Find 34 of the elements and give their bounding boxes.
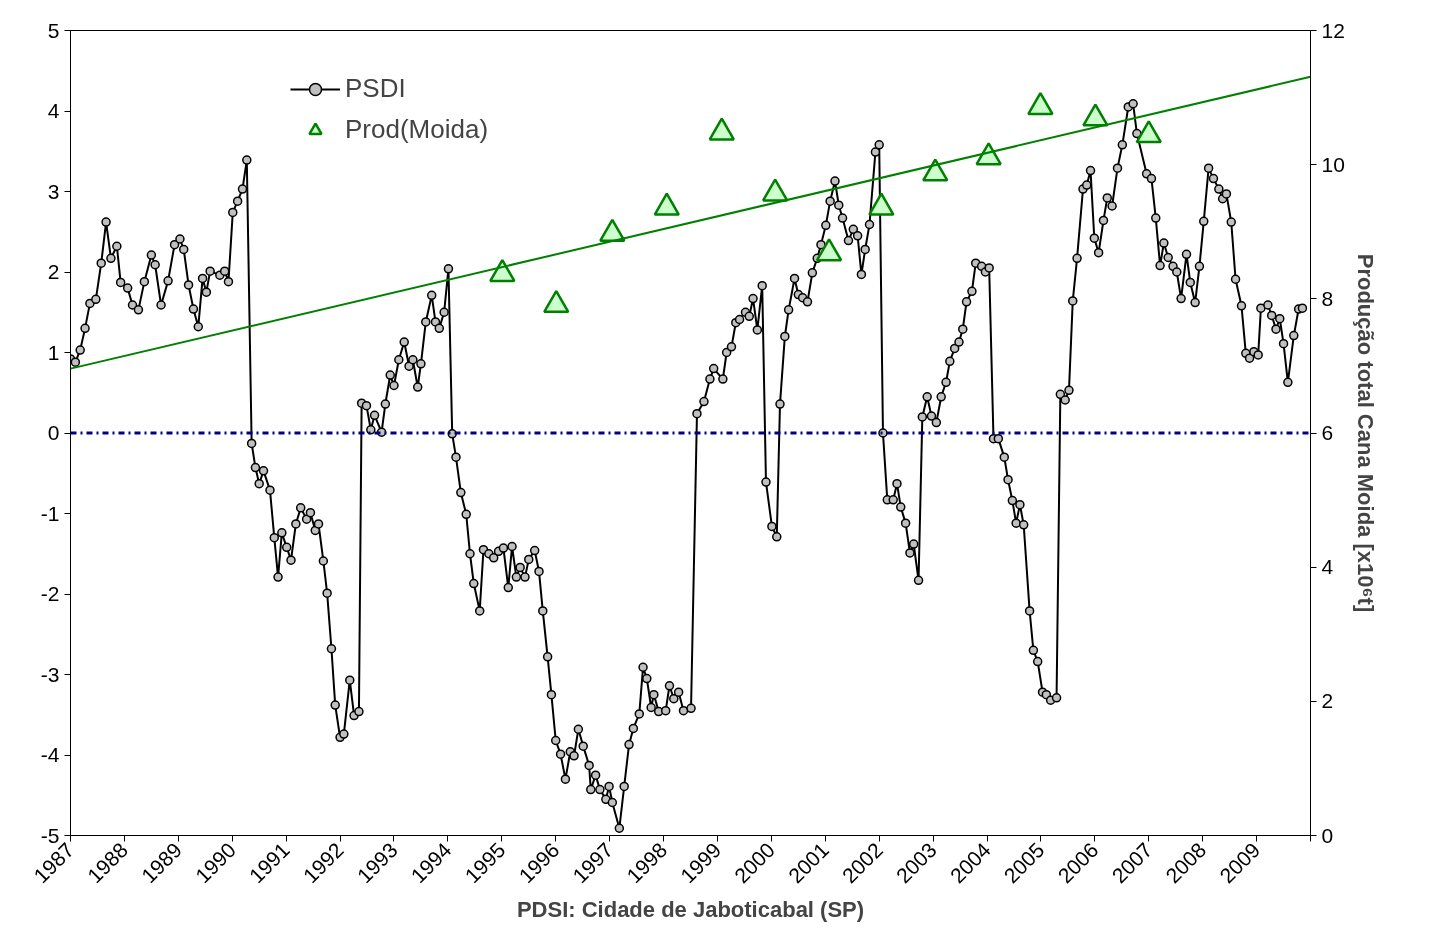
point [868,192,895,216]
y2-tick-label: 8 [1321,286,1334,310]
y-tick-label: 4 [47,99,60,122]
y-tick-label: -5 [40,823,60,847]
point [1082,103,1109,127]
y-tick-label: 0 [47,421,60,444]
y-tick-label: 2 [47,260,60,283]
y2-tick-label: 4 [1321,555,1334,579]
point [1027,91,1054,116]
point [922,158,949,182]
point [761,178,789,202]
y2-axis-title: Produção total Cana Moida [x10⁶t] [1352,253,1378,613]
point [543,289,570,314]
point [1135,120,1163,144]
point [815,238,843,262]
y2-tick-label: 2 [1321,689,1334,713]
y2-tick-label: 0 [1321,823,1334,847]
y2-tick-label: 6 [1321,421,1334,444]
y2-tick-label: 12 [1321,18,1345,42]
y-tick-label: 5 [47,18,60,42]
point [653,192,681,216]
y-tick-label: -4 [40,743,60,766]
point [599,218,626,242]
y-tick-label: -2 [40,582,60,605]
point [708,117,736,141]
x-axis-title: PDSI: Cidade de Jaboticabal (SP) [516,897,865,923]
point [489,258,516,283]
legend-label: Prod(Moida) [345,114,489,145]
y-tick-label: 1 [47,340,60,364]
y-tick-label: -3 [40,662,60,686]
legend-label: PSDI [345,73,406,104]
y-tick-label: 3 [47,179,60,203]
y-tick-label: -1 [40,501,60,525]
y2-tick-label: 10 [1321,152,1345,176]
